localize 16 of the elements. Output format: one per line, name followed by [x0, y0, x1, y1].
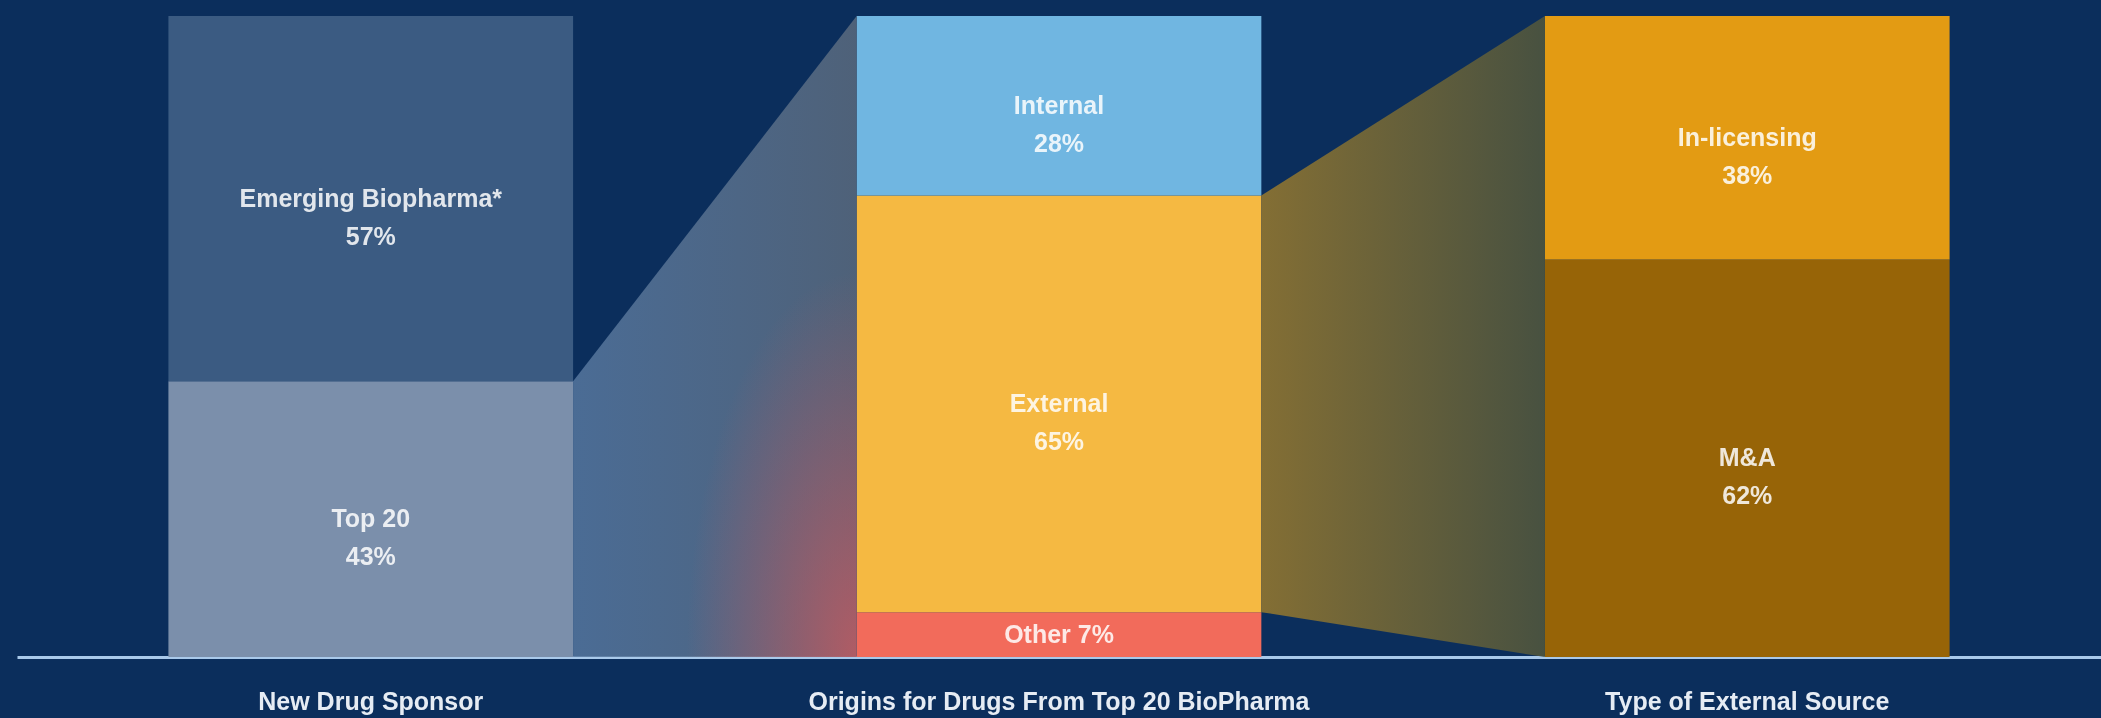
- series-label: Internal: [1013, 90, 1105, 119]
- data-label: 28%: [1033, 128, 1085, 157]
- series-label: M&A: [1718, 443, 1776, 472]
- x-tick-label: Origins for Drugs From Top 20 BioPharma: [808, 686, 1311, 715]
- data-label: 43%: [345, 542, 396, 571]
- x-tick-label: New Drug Sponsor: [258, 686, 484, 715]
- series-label: Top 20: [331, 504, 411, 533]
- series-label: In-licensing: [1677, 122, 1817, 151]
- series-label: External: [1009, 388, 1109, 417]
- series-label: Emerging Biopharma*: [239, 183, 503, 212]
- x-tick-label: Type of External Source: [1605, 686, 1890, 715]
- data-label: 57%: [345, 221, 396, 250]
- text: Other 7%: [1004, 619, 1114, 648]
- data-label: 65%: [1033, 426, 1085, 455]
- data-label: 38%: [1722, 160, 1773, 189]
- data-label: 62%: [1722, 481, 1773, 510]
